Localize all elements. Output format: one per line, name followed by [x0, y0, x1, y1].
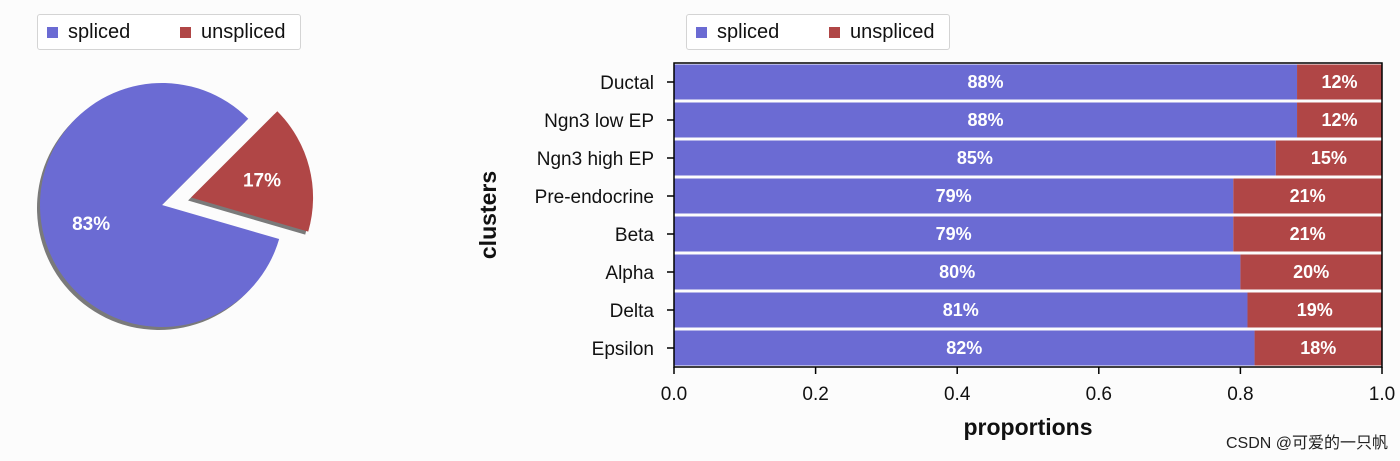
- bar-unspliced: [1275, 140, 1382, 176]
- x-tick-label: 0.0: [661, 384, 687, 405]
- pie-labels: 83% 17%: [72, 170, 281, 235]
- pie-slice-unspliced: [191, 111, 314, 232]
- pie-slices: [40, 83, 314, 328]
- watermark: CSDN @可爱的一只帆: [1225, 435, 1388, 452]
- legend-label-unspliced: unspliced: [850, 21, 935, 43]
- bar-label-unspliced: 21%: [1290, 224, 1326, 244]
- legend-entry-spliced: spliced: [47, 21, 130, 44]
- y-tick-label: Epsilon: [592, 339, 654, 360]
- bar-label-spliced: 82%: [946, 338, 982, 358]
- x-tick-label: 0.4: [944, 384, 971, 405]
- bar-spliced: [674, 254, 1241, 290]
- x-tick-label: 0.8: [1227, 384, 1253, 405]
- bar-unspliced: [1240, 254, 1382, 290]
- bar-unspliced: [1233, 216, 1382, 252]
- legend-label-spliced: spliced: [717, 21, 780, 43]
- pie-label-spliced: 83%: [72, 214, 110, 235]
- axes-frame: [673, 62, 1383, 368]
- y-tick-label: Pre-endocrine: [535, 187, 654, 208]
- bar-label-spliced: 85%: [957, 148, 993, 168]
- legend-entry-spliced: spliced: [696, 21, 779, 44]
- bar-spliced: [674, 102, 1298, 138]
- x-tick-label: 1.0: [1369, 384, 1395, 405]
- bar-label-spliced: 88%: [968, 72, 1004, 92]
- bar-unspliced: [1297, 64, 1382, 100]
- bar-spliced: [674, 64, 1298, 100]
- bar-spliced: [674, 178, 1234, 214]
- bar-label-spliced: 88%: [968, 110, 1004, 130]
- bar-spliced: [674, 330, 1255, 366]
- bar-unspliced: [1297, 102, 1382, 138]
- bar-spliced: [674, 292, 1248, 328]
- spliced-swatch-icon: [47, 27, 58, 38]
- pie-chart: 83% 17%: [37, 83, 314, 331]
- y-tick-label: Beta: [615, 225, 655, 246]
- bar-label-spliced: 80%: [939, 262, 975, 282]
- pie-label-unspliced: 17%: [243, 170, 281, 191]
- bar-label-unspliced: 18%: [1300, 338, 1336, 358]
- bar-label-spliced: 79%: [936, 224, 972, 244]
- legend-entry-unspliced: unspliced: [829, 21, 935, 44]
- bar-label-unspliced: 15%: [1311, 148, 1347, 168]
- bar-label-unspliced: 12%: [1322, 110, 1358, 130]
- y-tick-label: Ngn3 high EP: [537, 149, 654, 170]
- stacked-bar-chart: 88% 12% 88% 12% 85% 15% 79% 21% 79% 21% 80% 20% 81% 1…: [475, 62, 1395, 440]
- bar-label-unspliced: 21%: [1290, 186, 1326, 206]
- x-axis-label: proportions: [963, 414, 1092, 440]
- bar-unspliced: [1254, 330, 1382, 366]
- pie-legend: spliced unspliced: [37, 14, 301, 50]
- unspliced-swatch-icon: [829, 27, 840, 38]
- x-tick-label: 0.2: [802, 384, 828, 405]
- unspliced-swatch-icon: [180, 27, 191, 38]
- spliced-swatch-icon: [696, 27, 707, 38]
- y-axis-label: clusters: [475, 171, 501, 259]
- bars: [674, 64, 1382, 366]
- bar-unspliced: [1247, 292, 1382, 328]
- y-tick-label: Ngn3 low EP: [544, 111, 654, 132]
- y-tick-label: Ductal: [600, 73, 654, 94]
- bar-spliced: [674, 216, 1234, 252]
- y-tick-label: Delta: [610, 301, 655, 322]
- pie-slice-spliced: [40, 83, 280, 328]
- legend-entry-unspliced: unspliced: [180, 21, 286, 44]
- bar-legend: spliced unspliced: [686, 14, 950, 50]
- x-tick-label: 0.6: [1086, 384, 1112, 405]
- y-tick-label: Alpha: [605, 263, 654, 284]
- bar-label-spliced: 81%: [943, 300, 979, 320]
- bar-label-unspliced: 20%: [1293, 262, 1329, 282]
- bar-value-labels: 88% 12% 88% 12% 85% 15% 79% 21% 79% 21% 80% 20% 81% 1…: [936, 72, 1358, 358]
- bar-unspliced: [1233, 178, 1382, 214]
- bar-label-spliced: 79%: [936, 186, 972, 206]
- legend-label-spliced: spliced: [68, 21, 131, 43]
- legend-label-unspliced: unspliced: [201, 21, 286, 43]
- bar-label-unspliced: 12%: [1322, 72, 1358, 92]
- bar-label-unspliced: 19%: [1297, 300, 1333, 320]
- bar-spliced: [674, 140, 1276, 176]
